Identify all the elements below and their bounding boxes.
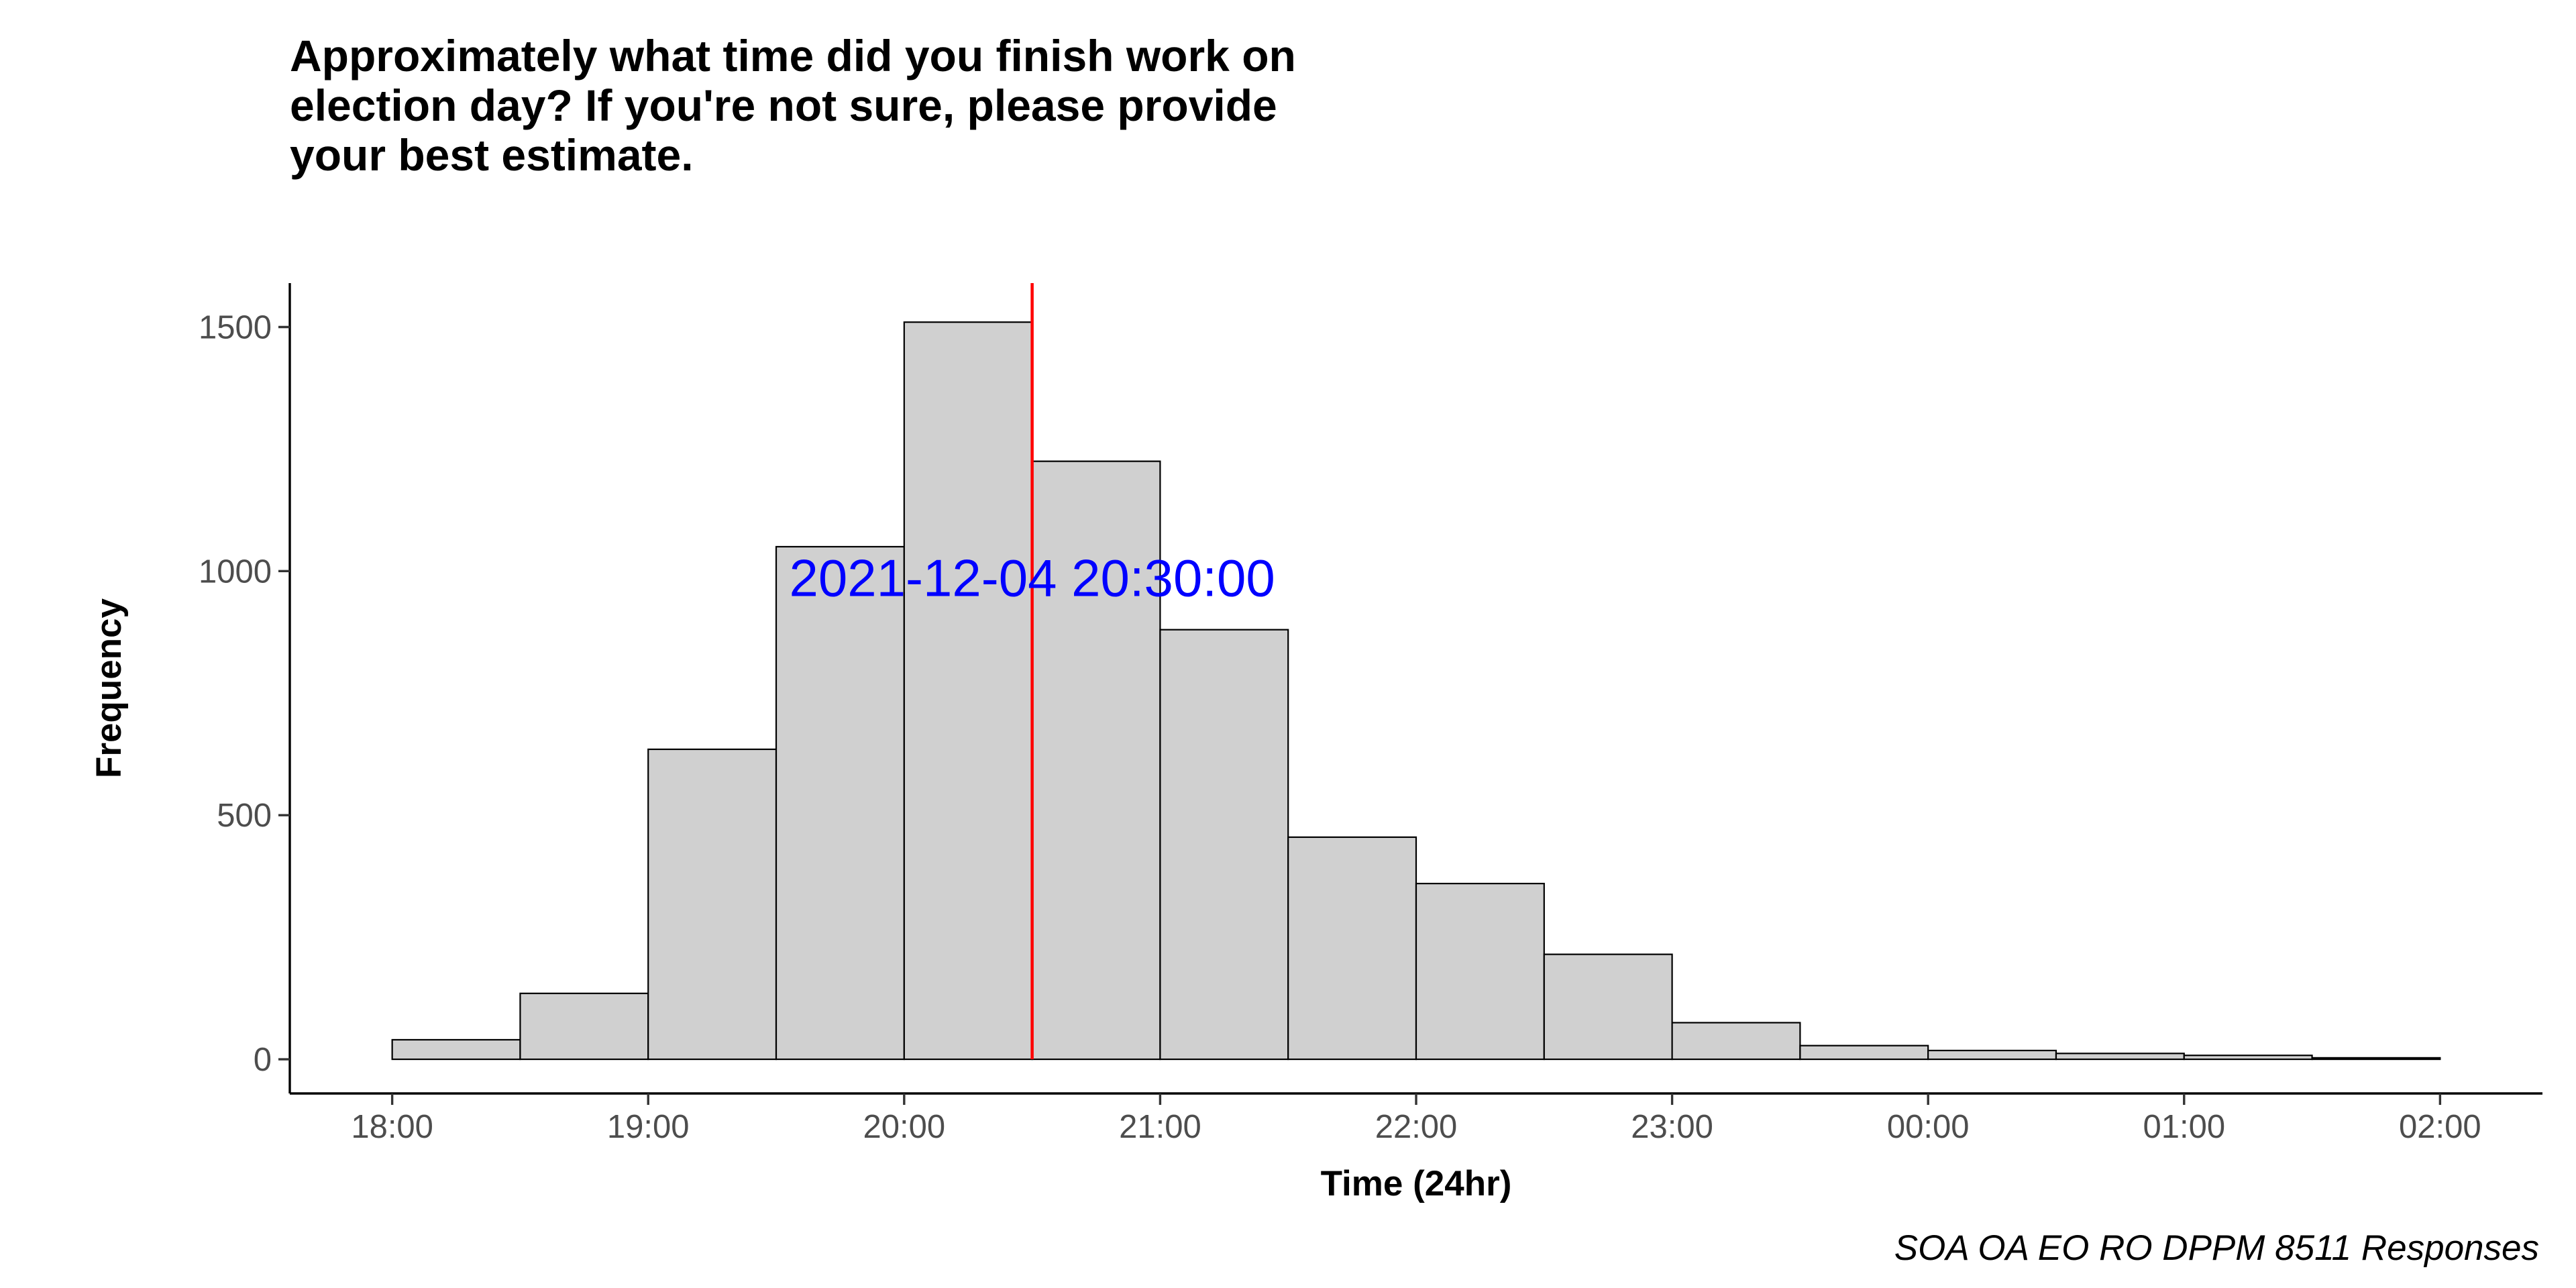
x-axis-label: Time (24hr) — [1321, 1164, 1512, 1203]
x-tick-label: 02:00 — [2399, 1109, 2481, 1145]
y-axis-ticks: 0 500 1000 1500 — [199, 309, 290, 1078]
x-tick-label: 22:00 — [1375, 1109, 1458, 1145]
x-tick-label: 20:00 — [863, 1109, 946, 1145]
chart-title-line: election day? If you're not sure, please… — [290, 80, 1277, 130]
x-axis-ticks: 18:00 19:00 20:00 21:00 22:00 23:00 00:00 01:00… — [351, 1093, 2481, 1145]
histogram-bars — [391, 321, 2441, 1061]
y-axis-label: Frequency — [89, 598, 129, 778]
histogram-bar — [903, 321, 1033, 1061]
y-tick-label: 1000 — [199, 553, 272, 590]
histogram-bar — [519, 992, 649, 1061]
chart-title-line: your best estimate. — [290, 130, 694, 180]
x-tick-label: 01:00 — [2143, 1109, 2225, 1145]
histogram-bar — [2183, 1055, 2313, 1061]
reference-line-group: 2021-12-04 20:30:00 — [789, 283, 1275, 1060]
x-tick-label: 23:00 — [1631, 1109, 1713, 1145]
histogram-bar — [1287, 836, 1417, 1061]
histogram-bar — [1799, 1044, 1929, 1061]
histogram-bar — [1671, 1022, 1801, 1061]
chart-caption: SOA OA EO RO DPPM 8511 Responses — [1894, 1228, 2539, 1268]
y-tick-label: 1500 — [199, 309, 272, 345]
chart-title: Approximately what time did you finish w… — [290, 31, 1296, 180]
y-tick-label: 500 — [217, 798, 272, 834]
histogram-bar — [1415, 882, 1545, 1061]
x-tick-label: 18:00 — [351, 1109, 433, 1145]
histogram-bar — [1159, 629, 1289, 1061]
reference-line-label: 2021-12-04 20:30:00 — [789, 548, 1275, 607]
histogram-bar — [647, 748, 777, 1061]
y-tick-label: 0 — [254, 1042, 272, 1078]
histogram-bar — [1031, 460, 1161, 1061]
histogram-bar — [391, 1038, 521, 1061]
histogram-bar — [1927, 1049, 2057, 1061]
x-tick-label: 00:00 — [1887, 1109, 1970, 1145]
histogram-bar — [775, 545, 905, 1061]
chart-title-line: Approximately what time did you finish w… — [290, 31, 1296, 80]
histogram-bar — [1543, 953, 1673, 1061]
histogram-bar — [2055, 1053, 2185, 1061]
histogram-bar — [2311, 1057, 2441, 1061]
x-tick-label: 21:00 — [1119, 1109, 1201, 1145]
x-tick-label: 19:00 — [607, 1109, 690, 1145]
